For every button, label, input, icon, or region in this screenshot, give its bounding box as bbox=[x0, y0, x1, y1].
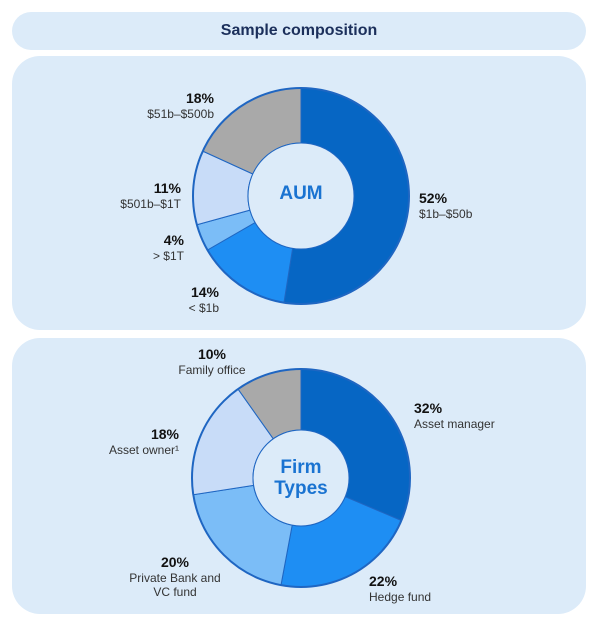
aum-slice-1-pct: 14% bbox=[190, 284, 219, 300]
aum-slice-label-4: 18% $51b–$500b bbox=[147, 90, 214, 121]
page-title: Sample composition bbox=[220, 22, 378, 39]
firm-slice-label-1: 22% Hedge fund bbox=[369, 573, 431, 604]
aum-slice-0-name: $1b–$50b bbox=[419, 206, 473, 221]
aum-slice-0-pct: 52% bbox=[419, 190, 448, 206]
aum-slice-2-pct: 4% bbox=[163, 232, 184, 248]
firm-slice-2-name: Private Bank and VC fund bbox=[129, 570, 221, 600]
aum-slice-3-name: $501b–$1T bbox=[120, 196, 181, 211]
firm-slice-3-pct: 18% bbox=[150, 426, 179, 442]
firm-slice-label-0: 32% Asset manager bbox=[414, 400, 495, 431]
aum-donut-chart bbox=[192, 87, 410, 305]
aum-outer-ring bbox=[192, 87, 410, 305]
aum-slice-label-3: 11% $501b–$1T bbox=[120, 180, 181, 211]
firm-outer-ring bbox=[191, 368, 411, 588]
firm-center-hole bbox=[252, 429, 350, 527]
firm-slice-4-pct: 10% bbox=[197, 346, 227, 362]
firm-slice-label-2: 20% Private Bank and VC fund bbox=[120, 554, 230, 600]
firm-slice-1-pct: 22% bbox=[369, 573, 398, 589]
aum-slice-4-pct: 18% bbox=[185, 90, 214, 106]
aum-center-hole bbox=[247, 142, 355, 250]
aum-slice-1-name: < $1b bbox=[188, 300, 219, 315]
firm-slice-1-name: Hedge fund bbox=[369, 589, 432, 604]
firm-slice-3-name: Asset owner¹ bbox=[108, 442, 179, 457]
aum-slice-4-name: $51b–$500b bbox=[147, 106, 214, 121]
firm-slice-2-pct: 20% bbox=[160, 554, 190, 570]
aum-slice-label-2: 4% > $1T bbox=[153, 232, 184, 263]
firm-slice-4-name: Family office bbox=[178, 362, 246, 377]
firm-types-center-label: Firm Types bbox=[274, 457, 328, 499]
firm-slice-label-3: 18% Asset owner¹ bbox=[109, 426, 179, 457]
aum-center-label: AUM bbox=[279, 183, 323, 204]
aum-slice-label-0: 52% $1b–$50b bbox=[419, 190, 472, 221]
aum-slice-3-pct: 11% bbox=[153, 180, 181, 196]
aum-slice-2-name: > $1T bbox=[152, 248, 184, 263]
firm-slice-0-pct: 32% bbox=[414, 400, 443, 416]
firm-types-donut-chart bbox=[191, 368, 411, 588]
firm-slice-0-name: Asset manager bbox=[414, 416, 495, 431]
aum-slice-label-1: 14% < $1b bbox=[189, 284, 219, 315]
firm-slice-label-4: 10% Family office bbox=[162, 346, 262, 377]
firm-types-chart-panel: Firm Types 32% Asset manager 22% Hedge f… bbox=[12, 338, 586, 614]
section-header: Sample composition bbox=[12, 12, 586, 50]
aum-chart-panel: AUM 52% $1b–$50b 14% < $1b 4% > $1T 11% … bbox=[12, 56, 586, 330]
